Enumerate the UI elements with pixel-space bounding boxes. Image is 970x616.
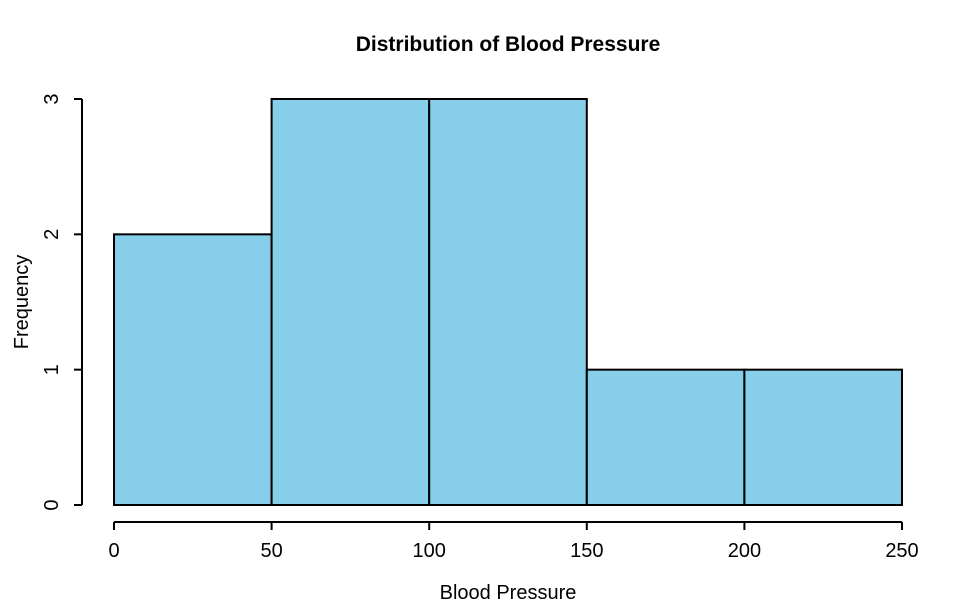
chart-title: Distribution of Blood Pressure [356,33,661,56]
histogram-bar [585,368,746,506]
x-tick-label: 150 [570,540,603,562]
histogram-bar [113,233,273,506]
x-tick-label: 250 [885,540,918,562]
bars-group [113,98,904,506]
x-tick-label: 200 [728,540,761,562]
x-tick-label: 100 [413,540,446,562]
histogram-bar [428,98,588,506]
y-tick-label: 1 [41,364,63,375]
histogram-bar [270,98,431,506]
y-axis-label: Frequency [11,255,33,350]
histogram-bar [743,368,904,506]
y-tick-label: 2 [41,229,63,240]
y-axis: 0 1 2 3 [41,93,83,511]
x-axis-label: Blood Pressure [440,582,577,604]
y-tick-label: 3 [41,93,63,104]
x-axis: 0 50 100 150 200 250 [108,521,919,562]
y-tick-label: 0 [41,499,63,510]
x-tick-label: 50 [260,540,282,562]
x-tick-label: 0 [108,540,119,562]
